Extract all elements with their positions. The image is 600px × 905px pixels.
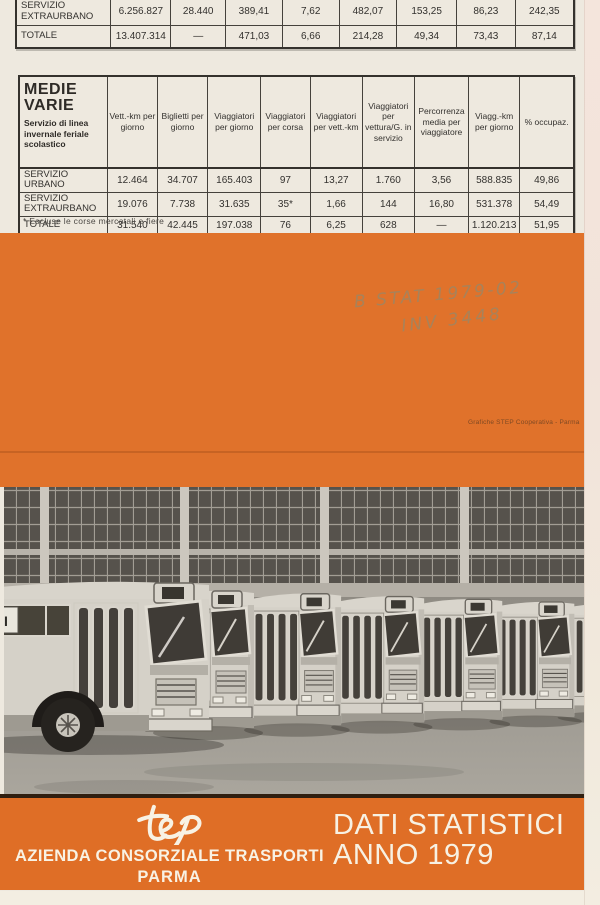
column-header: Vett.-km per giorno (106, 75, 158, 169)
cell: 13,27 (309, 167, 363, 193)
cell: 214,28 (338, 24, 398, 49)
cell: 35* (260, 191, 311, 217)
cell: 86,23 (455, 0, 516, 26)
column-header: Viaggiatori per vett.-km (309, 75, 363, 169)
footer-brand-block: AZIENDA CONSORZIALE TRASPORTI PARMA (12, 800, 327, 887)
orange-cover-panel: B STAT 1979-02 INV 3448 Grafiche STEP Co… (0, 233, 585, 487)
table-title-cell: MEDIE VARIE Servizio di linea invernale … (18, 75, 108, 169)
cell: 87,14 (514, 24, 575, 49)
fold-crease (0, 451, 585, 453)
scan-edge-right (584, 0, 600, 905)
column-header: Viaggiatori per corsa (260, 75, 311, 169)
cell: 144 (361, 191, 415, 217)
table-row: SERVIZIO EXTRAURBANO 6.256.827 28.440 38… (15, 0, 575, 26)
cell: — (170, 24, 227, 49)
cell: 1,66 (309, 191, 363, 217)
table-header-row: MEDIE VARIE Servizio di linea invernale … (18, 75, 575, 169)
column-header: Biglietti per giorno (156, 75, 209, 169)
row-label: SERVIZIO URBANO (18, 167, 108, 193)
table-row: SERVIZIO URBANO 12.464 34.707 165.403 97… (18, 167, 575, 193)
cell: 165.403 (207, 167, 262, 193)
cell: 531.378 (468, 191, 521, 217)
nearest-bus: INI (4, 581, 224, 755)
table-footnote: * Escluse le corse mercatali e fiere (23, 216, 165, 226)
column-header: Viaggiatori per giorno (207, 75, 262, 169)
cell: 6,66 (281, 24, 340, 49)
cell: 97 (260, 167, 311, 193)
table-subtitle: Servizio di linea invernale feriale scol… (24, 118, 89, 150)
cell: 12.464 (106, 167, 158, 193)
top-statistics-table: SERVIZIO EXTRAURBANO 6.256.827 28.440 38… (15, 0, 575, 50)
cell: 242,35 (514, 0, 575, 26)
table-row: SERVIZIO EXTRAURBANO 19.076 7.738 31.635… (18, 191, 575, 217)
footer-banner: AZIENDA CONSORZIALE TRASPORTI PARMA DATI… (0, 798, 585, 890)
row-label: SERVIZIO EXTRAURBANO (18, 191, 108, 217)
cell: 588.835 (468, 167, 521, 193)
cell: 471,03 (225, 24, 283, 49)
cell: 13.407.314 (110, 24, 172, 49)
cell: 389,41 (225, 0, 283, 26)
bus-route-sign-text: INI (4, 613, 10, 629)
scan-edge-bottom (0, 891, 600, 905)
cell: 153,25 (396, 0, 457, 26)
handwritten-archive-note: B STAT 1979-02 INV 3448 (353, 278, 525, 339)
bus-fleet-photo: INI (4, 487, 585, 795)
column-header: Viaggiatori per vettura/G. in servizio (361, 75, 415, 169)
cell: 482,07 (338, 0, 398, 26)
cell: 73,43 (455, 24, 516, 49)
report-title-block: DATI STATISTICI ANNO 1979 (333, 810, 583, 871)
bus-photo-illustration: INI (4, 487, 585, 795)
cell: 49,34 (396, 24, 457, 49)
medie-varie-table: MEDIE VARIE Servizio di linea invernale … (18, 75, 575, 237)
cell: 54,49 (519, 191, 575, 217)
cell: 31.635 (207, 191, 262, 217)
cell: 16,80 (413, 191, 470, 217)
row-label: TOTALE (15, 24, 112, 49)
printer-credit: Grafiche STEP Cooperativa - Parma (468, 419, 580, 426)
cell: 49,86 (519, 167, 575, 193)
table-row-total: TOTALE 31.540 42.445 197.038 76 6,25 628… (18, 215, 575, 236)
report-title-line1: DATI STATISTICI (333, 809, 565, 841)
table-title: MEDIE VARIE (24, 81, 78, 114)
divider-line (0, 794, 585, 798)
cell: 7,62 (281, 0, 340, 26)
tep-logo-icon (136, 804, 201, 845)
column-header: Percorrenza media per viaggiatore (413, 75, 470, 169)
cell: 3,56 (413, 167, 470, 193)
column-header: % occupaz. (519, 75, 575, 169)
cell: 7.738 (156, 191, 209, 217)
column-header: Viagg.-km per giorno (468, 75, 521, 169)
report-title-line2: ANNO 1979 (333, 839, 494, 872)
organization-name: AZIENDA CONSORZIALE TRASPORTI (15, 847, 324, 865)
cell: 34.707 (156, 167, 209, 193)
cell: 1.760 (361, 167, 415, 193)
table-row-total: TOTALE 13.407.314 — 471,03 6,66 214,28 4… (15, 24, 575, 49)
cell: 19.076 (106, 191, 158, 217)
organization-city: PARMA (137, 868, 202, 886)
cell: 28.440 (170, 0, 227, 26)
row-label: SERVIZIO EXTRAURBANO (15, 0, 112, 26)
cell: 6.256.827 (110, 0, 172, 26)
